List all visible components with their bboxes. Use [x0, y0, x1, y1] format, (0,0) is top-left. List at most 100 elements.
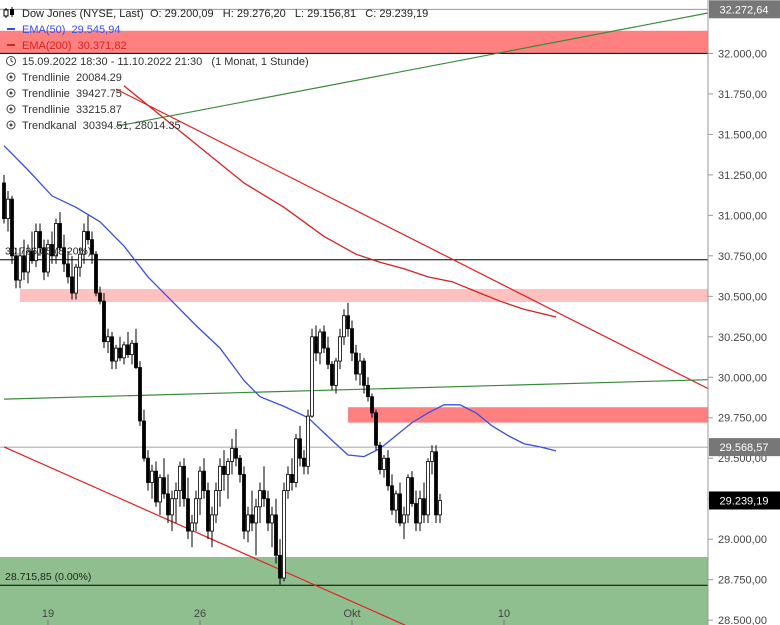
- candle-body: [110, 336, 114, 362]
- candle-body: [126, 344, 130, 355]
- candle: [350, 320, 354, 362]
- legend-trend1: Trendlinie 20084.29: [22, 72, 122, 84]
- zone-labels: 30.726,05 (8.20%) 28.715,85 (0.00%): [5, 246, 91, 583]
- x-tick-label: 26: [194, 608, 206, 620]
- candle-body: [178, 465, 182, 492]
- candle-body: [158, 477, 162, 503]
- candle: [438, 493, 442, 523]
- y-tick-label: 31.000,00: [718, 210, 767, 222]
- y-tick-label: 28.500,00: [718, 615, 767, 625]
- candle: [294, 433, 298, 488]
- candle: [362, 357, 366, 394]
- price-tag-ref-text: 29.568,57: [720, 442, 769, 454]
- candle: [198, 466, 202, 515]
- candle-body: [422, 498, 426, 516]
- price-tag-top-text: 32.272,64: [720, 4, 769, 16]
- price-zone: [0, 30, 708, 54]
- candle: [426, 458, 430, 523]
- candle: [226, 458, 230, 499]
- candle: [66, 250, 70, 284]
- candle-body: [62, 247, 66, 265]
- candle-body: [138, 367, 142, 422]
- candle-body: [222, 465, 226, 475]
- candle: [214, 482, 218, 523]
- candle: [422, 482, 426, 523]
- candle: [170, 490, 174, 532]
- candle: [42, 239, 46, 281]
- horizontal-lines: [0, 8, 708, 586]
- candle-body: [146, 457, 150, 483]
- y-tick-label: 30.250,00: [718, 332, 767, 344]
- candle-body: [258, 490, 262, 508]
- candle: [54, 218, 58, 264]
- candle-body: [318, 331, 322, 354]
- candle: [118, 336, 122, 362]
- candle: [318, 328, 322, 365]
- candle: [194, 490, 198, 532]
- candle: [158, 474, 162, 515]
- candle-body: [214, 490, 218, 516]
- candle: [418, 490, 422, 532]
- moving-averages: [3, 85, 557, 458]
- candle-body: [242, 474, 246, 532]
- y-tick-label: 31.250,00: [718, 170, 767, 182]
- candle-body: [314, 336, 318, 354]
- candle-body: [6, 198, 10, 219]
- candle-body: [282, 490, 286, 579]
- candle-body: [206, 490, 210, 532]
- candle: [146, 450, 150, 491]
- candle: [330, 361, 334, 391]
- legend-ohlc: O: 29.200,09 H: 29.276,20 L: 29.156,81 C…: [150, 8, 428, 20]
- price-tag-last-text: 29.239,19: [720, 495, 769, 507]
- candle: [106, 328, 110, 353]
- candle: [114, 344, 118, 370]
- clock-icon: [6, 56, 16, 66]
- candle-body: [190, 522, 194, 532]
- candle: [22, 239, 26, 281]
- candle: [178, 461, 182, 507]
- candle: [14, 247, 18, 289]
- candle: [222, 450, 226, 491]
- candle: [374, 409, 378, 451]
- candle-body: [238, 457, 242, 475]
- legend-trend2: Trendlinie 39427.75: [22, 88, 122, 100]
- candle-body: [162, 477, 166, 495]
- candle: [110, 331, 114, 370]
- candle-body: [374, 412, 378, 446]
- candle: [338, 328, 342, 370]
- y-tick-label: 32.000,00: [718, 48, 767, 60]
- candle: [38, 223, 42, 256]
- candle-body: [246, 514, 250, 532]
- candle-body: [154, 470, 158, 503]
- candle-body: [262, 490, 266, 500]
- candle: [102, 293, 106, 349]
- y-tick-label: 31.750,00: [718, 89, 767, 101]
- candle: [26, 244, 30, 284]
- candle-body: [294, 438, 298, 483]
- candle: [74, 263, 78, 300]
- candle-body: [398, 493, 402, 524]
- candle-body: [334, 360, 338, 386]
- trendline-icon: [6, 88, 16, 98]
- candle-body: [74, 266, 78, 294]
- candle-body: [382, 457, 386, 470]
- candle-body: [86, 231, 90, 241]
- candle: [378, 442, 382, 475]
- candle-body: [322, 331, 326, 349]
- candle-body: [218, 465, 222, 492]
- candle-body: [166, 493, 170, 516]
- candle-body: [30, 250, 34, 262]
- candle-body: [346, 315, 350, 330]
- candle-body: [170, 498, 174, 516]
- candle: [206, 482, 210, 540]
- candle: [2, 174, 6, 224]
- candle-body: [362, 360, 366, 386]
- candle-icon: [3, 7, 14, 18]
- candle-body: [350, 328, 354, 354]
- candle: [286, 466, 290, 499]
- candle-body: [234, 448, 238, 459]
- candle: [70, 255, 74, 300]
- candle: [230, 438, 234, 475]
- candle-body: [106, 336, 110, 343]
